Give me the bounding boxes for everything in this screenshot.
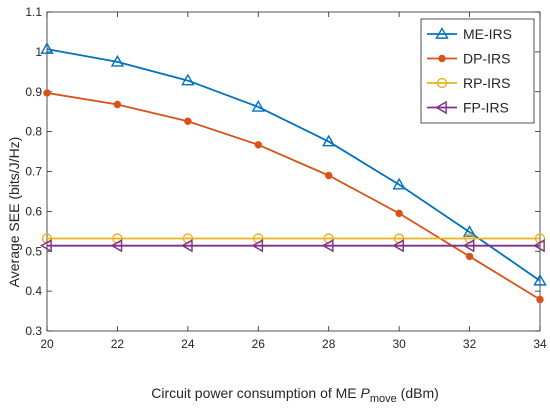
data-point-me-irs (40, 42, 54, 54)
data-point-me-irs (322, 134, 336, 147)
data-point-dp-irs (325, 171, 333, 180)
data-point-fp-irs (180, 238, 193, 253)
series-line-me-irs (46, 48, 541, 282)
data-point-fp-irs (40, 238, 52, 253)
x-axis-title-prefix: Circuit power consumption of ME (151, 385, 360, 401)
data-point-dp-irs (113, 100, 122, 109)
data-point-me-irs (181, 73, 195, 86)
y-axis-title: Average SEE (bits/J/Hz) (6, 137, 22, 288)
x-tick-label: 20 (40, 337, 54, 351)
y-tick-label: 1 (35, 45, 42, 59)
y-tick-label: 0.4 (25, 284, 42, 298)
data-point-dp-irs (395, 209, 403, 218)
x-tick-label: 32 (463, 337, 477, 351)
y-tick-label: 0.9 (25, 85, 42, 99)
legend: ME-IRS DP-IRS RP-IRS FP-IRS (420, 18, 535, 124)
x-axis-title-symbol: P (361, 385, 371, 401)
y-tick-label: 0.3 (25, 324, 42, 338)
legend-label-rp-irs: RP-IRS (463, 75, 510, 91)
data-point-fp-irs (110, 238, 123, 253)
legend-marker-me-irs (435, 27, 449, 39)
data-point-me-irs (392, 177, 406, 190)
y-tick-label: 0.6 (25, 204, 42, 218)
y-tick-label: 0.8 (25, 125, 42, 139)
x-tick-label: 30 (392, 337, 406, 351)
data-point-fp-irs (321, 238, 334, 253)
x-tick-label: 26 (252, 337, 266, 351)
x-axis-title-suffix: (dBm) (397, 385, 439, 401)
data-point-dp-irs (43, 89, 51, 97)
x-axis-title-subscript: move (370, 393, 397, 405)
plot-area: 20 22 24 26 28 30 32 34 0.3 0.4 0.5 0.6 0.7 0.8 0.9 1 1.… (25, 5, 547, 351)
data-point-dp-irs (184, 117, 192, 125)
x-tick-label: 34 (533, 337, 547, 351)
legend-label-fp-irs: FP-IRS (463, 100, 509, 116)
legend-label-me-irs: ME-IRS (463, 26, 512, 42)
data-point-fp-irs (392, 238, 404, 253)
data-point-me-irs (110, 54, 125, 67)
data-point-fp-irs (251, 238, 264, 253)
data-point-dp-irs (254, 141, 262, 149)
series-line-dp-irs (46, 92, 541, 301)
data-point-me-irs (462, 225, 477, 237)
y-tick-label: 0.5 (25, 244, 42, 258)
data-point-dp-irs (536, 295, 544, 304)
legend-marker-dp-irs (438, 54, 446, 63)
data-point-fp-irs (462, 238, 475, 253)
legend-marker-rp-irs (436, 77, 448, 89)
y-tick-label: 0.7 (25, 165, 42, 179)
x-tick-label: 24 (181, 337, 195, 351)
x-axis-title: Circuit power consumption of ME Pmove (d… (151, 385, 439, 405)
data-point-dp-irs (465, 252, 474, 261)
x-tick-label: 22 (111, 337, 125, 351)
data-point-fp-irs (533, 238, 545, 253)
data-point-me-irs (533, 273, 547, 286)
data-point-me-irs (251, 99, 265, 112)
legend-label-dp-irs: DP-IRS (463, 51, 510, 67)
y-tick-label: 1.1 (25, 5, 42, 19)
x-tick-label: 28 (322, 337, 336, 351)
legend-marker-fp-irs (435, 100, 447, 115)
